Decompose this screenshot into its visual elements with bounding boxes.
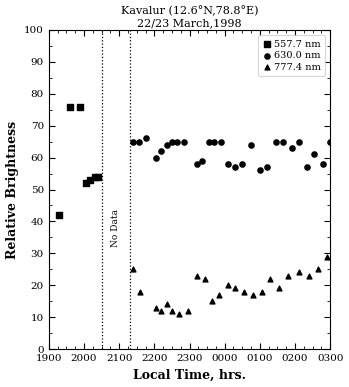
Legend: 557.7 nm, 630.0 nm, 777.4 nm: 557.7 nm, 630.0 nm, 777.4 nm xyxy=(258,35,325,76)
630.0 nm xyxy=(136,139,141,145)
630.0 nm xyxy=(211,139,217,145)
777.4 nm xyxy=(285,272,291,279)
777.4 nm xyxy=(164,301,170,307)
Title: Kavalur (12.6°N,78.8°E)
22/23 March,1998: Kavalur (12.6°N,78.8°E) 22/23 March,1998 xyxy=(121,5,258,28)
630.0 nm xyxy=(289,145,294,151)
777.4 nm xyxy=(259,288,265,295)
777.4 nm xyxy=(276,285,282,291)
630.0 nm xyxy=(327,139,333,145)
777.4 nm xyxy=(131,266,136,272)
557.7 nm xyxy=(57,212,62,218)
777.4 nm xyxy=(176,311,182,317)
777.4 nm xyxy=(241,288,247,295)
630.0 nm xyxy=(199,158,205,164)
630.0 nm xyxy=(232,164,238,170)
630.0 nm xyxy=(239,161,245,167)
777.4 nm xyxy=(217,292,222,298)
777.4 nm xyxy=(296,269,301,276)
777.4 nm xyxy=(185,308,191,314)
557.7 nm xyxy=(88,177,93,183)
557.7 nm xyxy=(95,174,101,180)
630.0 nm xyxy=(296,139,301,145)
630.0 nm xyxy=(273,139,279,145)
630.0 nm xyxy=(131,139,136,145)
777.4 nm xyxy=(202,276,208,282)
630.0 nm xyxy=(312,151,317,158)
777.4 nm xyxy=(169,308,175,314)
630.0 nm xyxy=(248,142,254,148)
777.4 nm xyxy=(158,308,164,314)
Y-axis label: Relative Brightness: Relative Brightness xyxy=(6,120,18,259)
630.0 nm xyxy=(225,161,231,167)
557.7 nm xyxy=(92,174,97,180)
777.4 nm xyxy=(250,292,255,298)
630.0 nm xyxy=(334,145,340,151)
Text: No Data: No Data xyxy=(111,209,120,247)
777.4 nm xyxy=(210,298,215,304)
630.0 nm xyxy=(158,148,164,154)
630.0 nm xyxy=(181,139,187,145)
630.0 nm xyxy=(143,135,148,142)
777.4 nm xyxy=(232,285,238,291)
557.7 nm xyxy=(83,180,89,186)
630.0 nm xyxy=(264,164,270,170)
630.0 nm xyxy=(164,142,170,148)
777.4 nm xyxy=(138,288,143,295)
630.0 nm xyxy=(153,154,159,161)
777.4 nm xyxy=(268,276,273,282)
X-axis label: Local Time, hrs.: Local Time, hrs. xyxy=(133,368,246,382)
630.0 nm xyxy=(174,139,180,145)
630.0 nm xyxy=(257,167,263,173)
777.4 nm xyxy=(225,282,231,288)
630.0 nm xyxy=(218,139,224,145)
630.0 nm xyxy=(320,161,326,167)
777.4 nm xyxy=(315,266,321,272)
630.0 nm xyxy=(206,139,211,145)
777.4 nm xyxy=(194,272,199,279)
777.4 nm xyxy=(153,305,159,311)
777.4 nm xyxy=(333,244,338,250)
630.0 nm xyxy=(280,139,285,145)
630.0 nm xyxy=(169,139,175,145)
557.7 nm xyxy=(67,103,73,110)
630.0 nm xyxy=(305,164,310,170)
630.0 nm xyxy=(194,161,199,167)
557.7 nm xyxy=(78,103,83,110)
777.4 nm xyxy=(306,272,312,279)
777.4 nm xyxy=(324,253,329,260)
